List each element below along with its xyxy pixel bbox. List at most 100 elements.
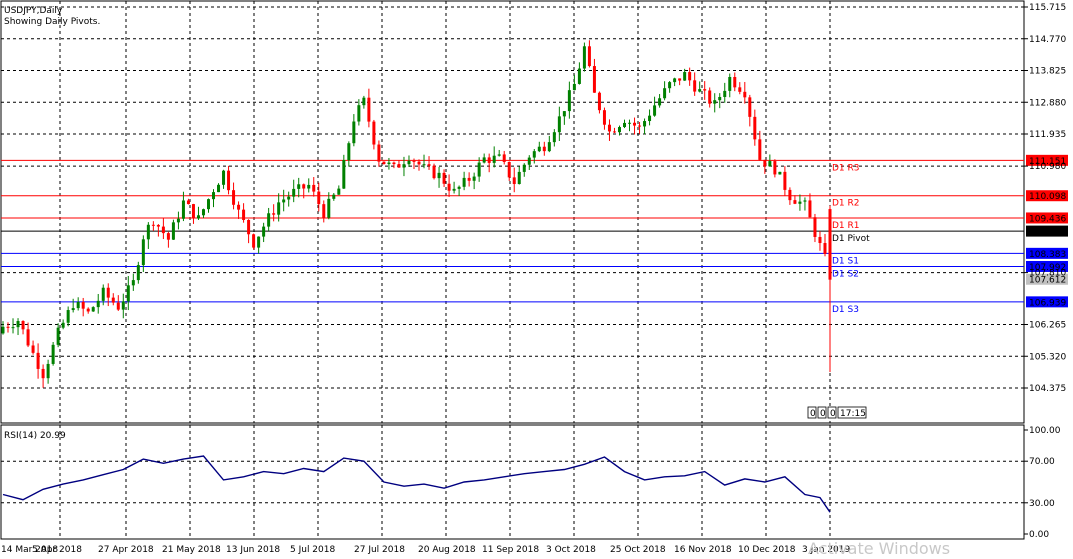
time-tick-label: 20 Aug 2018: [418, 545, 476, 555]
candle-body: [808, 200, 812, 218]
candle-body: [617, 127, 621, 133]
badge-box: [837, 406, 867, 419]
rsi-line: [2, 455, 831, 513]
candle-body: [723, 90, 727, 97]
pivot-price-tag-text: 109.436: [1029, 214, 1066, 224]
candle-body: [136, 265, 140, 281]
candle-body: [407, 160, 411, 165]
price-tick-label: 115.715: [1029, 3, 1066, 13]
candle-body: [36, 352, 40, 369]
candle-body: [292, 188, 296, 197]
price-tick-label: 113.825: [1029, 67, 1066, 77]
pivot-price-tag-text: 107.992: [1029, 263, 1066, 273]
candle-body: [472, 176, 476, 181]
candle-body: [382, 161, 386, 165]
candle-body: [46, 363, 50, 379]
rsi-tick-label: 30.00: [1029, 499, 1055, 509]
candle-body: [342, 160, 346, 189]
candle-body: [477, 162, 481, 177]
candle-body: [307, 184, 311, 189]
candle-body: [161, 226, 165, 234]
candle-body: [552, 132, 556, 143]
candle-body: [262, 226, 266, 237]
candle-body: [402, 164, 406, 168]
candle-body: [432, 165, 436, 179]
candle-body: [327, 198, 331, 218]
candle-body: [728, 76, 732, 91]
price-tick-label: 112.880: [1029, 98, 1066, 108]
candle-body: [633, 122, 637, 126]
candle-body: [442, 172, 446, 184]
activate-windows-watermark: Activate Windows: [808, 539, 950, 558]
badge-box: [817, 406, 827, 419]
candle-body: [332, 194, 336, 199]
pivot-price-tag-text: 109.045: [1029, 228, 1066, 238]
candle-body: [673, 78, 677, 83]
candle-body: [763, 159, 767, 167]
period-badges: 0 0 0 17:15: [807, 406, 867, 419]
candle-body: [96, 300, 100, 308]
pivot-line-label: D1 S2: [832, 269, 859, 279]
candle-body: [21, 321, 25, 330]
candle-body: [648, 115, 652, 122]
pivot-price-tag-text: 106.939: [1029, 298, 1066, 308]
pivot-price-tag: [1026, 154, 1068, 166]
badge-text: 0: [830, 409, 836, 419]
candle-body: [562, 111, 566, 117]
symbol-title: USDJPY,Daily: [4, 6, 63, 16]
candle-body: [237, 204, 241, 210]
pivot-price-tag-text: 111.151: [1029, 157, 1066, 167]
candle-body: [537, 146, 541, 152]
time-tick-label: 21 May 2018: [162, 545, 221, 555]
candle-body: [688, 72, 692, 81]
candle-body: [497, 154, 501, 156]
candle-body: [693, 80, 697, 92]
candle-body: [387, 162, 391, 165]
time-tick-label: 5 Apr 2018: [32, 545, 82, 555]
candle-body: [547, 142, 551, 152]
candle-body: [703, 89, 707, 91]
candle-body: [783, 171, 787, 190]
candle-body: [597, 92, 601, 111]
pivot-price-tag: [1026, 212, 1068, 224]
badge-box: [827, 406, 837, 419]
candle-body: [352, 121, 356, 144]
pivot-price-tag-text: 108.383: [1029, 250, 1066, 260]
candle-body: [242, 209, 246, 220]
candle-body: [126, 285, 130, 302]
candle-body: [146, 224, 150, 240]
candle-body: [267, 213, 271, 227]
rsi-panel[interactable]: [0, 424, 1025, 540]
candle-body: [191, 204, 195, 219]
pivot-price-tag: [1026, 225, 1068, 237]
candle-body: [487, 157, 491, 163]
candle-body: [297, 184, 301, 189]
candle-body: [252, 234, 256, 248]
candle-body: [76, 302, 80, 309]
candle-body: [91, 307, 95, 312]
candle-body: [111, 297, 115, 303]
time-tick-label: 3 Jan 2019: [802, 545, 850, 555]
candle-body: [828, 209, 832, 280]
pivot-line-label: D1 R3: [832, 163, 860, 173]
candle-body: [482, 157, 486, 163]
candle-body: [758, 139, 762, 160]
candle-body: [718, 96, 722, 101]
candle-body: [748, 97, 752, 117]
candle-body: [71, 308, 75, 311]
indicator-subtitle: Showing Daily Pivots.: [4, 17, 100, 27]
candle-body: [257, 236, 261, 248]
price-panel[interactable]: [0, 0, 1025, 424]
candle-body: [412, 160, 416, 162]
pivot-line-label: D1 R1: [832, 221, 860, 231]
candle-body: [452, 188, 456, 191]
candle-body: [658, 98, 662, 106]
candle-body: [101, 287, 105, 301]
candle-body: [347, 143, 351, 161]
candle-body: [823, 243, 827, 254]
candle-body: [16, 321, 20, 328]
candle-body: [367, 97, 371, 122]
candle-body: [447, 183, 451, 191]
candle-body: [201, 209, 205, 216]
